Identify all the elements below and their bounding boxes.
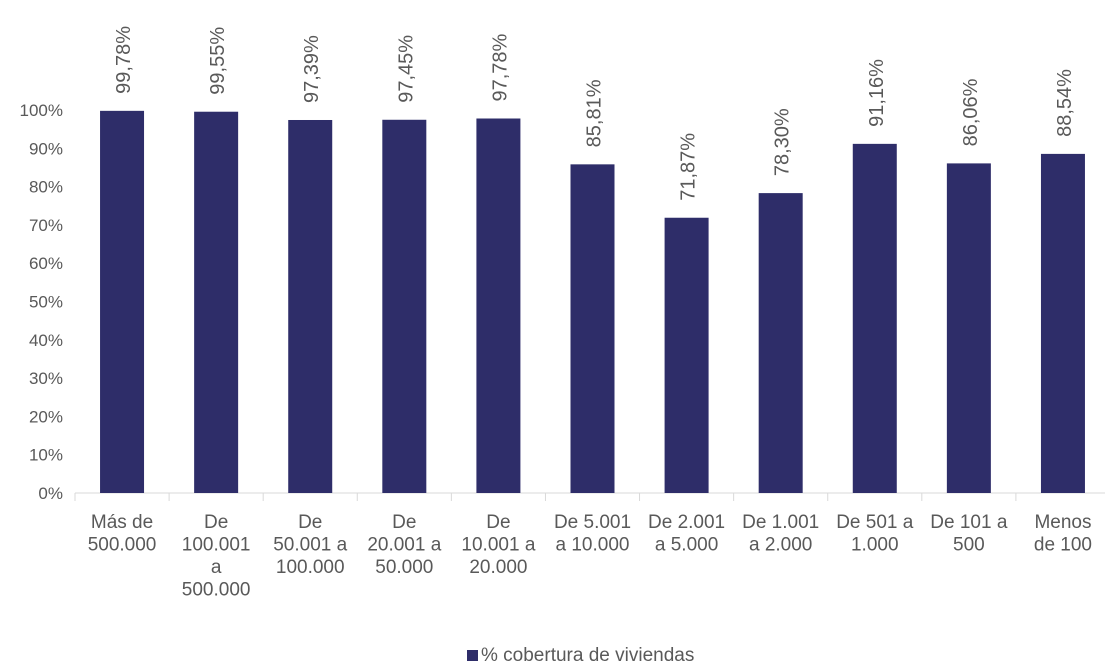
- category-label-line: 20.000: [469, 557, 527, 578]
- category-label: Menos de 100: [1034, 512, 1092, 556]
- category-label-line: a 5.000: [655, 535, 718, 556]
- category-label-line: a 2.000: [749, 535, 812, 556]
- legend-label: % cobertura de viviendas: [481, 645, 694, 666]
- category-label-line: 1.000: [851, 535, 899, 556]
- category-label-line: De 1.001: [742, 512, 819, 533]
- bar: [1040, 153, 1085, 494]
- category-label-line: a 10.000: [556, 535, 630, 556]
- category-label: De 501 a 1.000: [836, 512, 914, 556]
- category-label-line: De 101 a: [930, 512, 1008, 533]
- category-label: De 2.001 a 5.000: [648, 512, 725, 556]
- data-label: 97,45%: [395, 35, 417, 103]
- category-label: De 50.001 a 100.000: [273, 512, 347, 578]
- bar: [382, 119, 427, 493]
- category-label: De 5.001 a 10.000: [554, 512, 631, 556]
- category-label-line: De: [298, 512, 322, 533]
- data-label: 91,16%: [866, 59, 888, 127]
- bar: [100, 110, 145, 494]
- data-label: 97,39%: [301, 35, 323, 103]
- category-label-line: 100.000: [276, 557, 345, 578]
- category-label-line: 500: [953, 535, 985, 556]
- category-label-line: 500.000: [182, 580, 251, 601]
- category-label-line: De: [486, 512, 510, 533]
- legend-swatch: [467, 650, 478, 661]
- category-label: De 1.001 a 2.000: [742, 512, 819, 556]
- y-tick-label: 50%: [29, 293, 63, 312]
- y-tick-label: 0%: [38, 484, 63, 503]
- category-label-line: De 5.001: [554, 512, 631, 533]
- bar: [288, 119, 333, 493]
- bar: [664, 217, 709, 493]
- y-tick-label: 20%: [29, 407, 63, 426]
- category-label-line: De: [392, 512, 416, 533]
- data-label: 85,81%: [584, 79, 606, 147]
- bar: [194, 111, 239, 493]
- category-label-line: De: [204, 512, 228, 533]
- y-tick-label: 70%: [29, 216, 63, 235]
- category-label: De 100.001 a 500.000: [182, 512, 251, 601]
- bar: [946, 163, 991, 493]
- data-label: 88,54%: [1054, 69, 1076, 137]
- category-label-line: 50.000: [375, 557, 433, 578]
- bar: [476, 118, 521, 494]
- category-label: De 101 a 500: [930, 512, 1008, 556]
- category-label-line: Menos: [1034, 512, 1091, 533]
- category-label-line: 50.001 a: [273, 535, 347, 556]
- category-label-line: de 100: [1034, 535, 1092, 556]
- y-tick-label: 30%: [29, 369, 63, 388]
- category-label-line: 100.001: [182, 535, 251, 556]
- category-label-line: 10.001 a: [461, 535, 535, 556]
- category-label-line: a: [211, 557, 222, 578]
- data-label: 86,06%: [960, 78, 982, 146]
- legend: % cobertura de viviendas: [467, 645, 694, 666]
- y-tick-label: 80%: [29, 178, 63, 197]
- bar: [570, 164, 615, 493]
- category-label-line: De 2.001: [648, 512, 725, 533]
- y-tick-label: 90%: [29, 139, 63, 158]
- data-label: 97,78%: [489, 33, 511, 101]
- data-label: 99,55%: [207, 27, 229, 95]
- category-label: Más de 500.000: [88, 512, 157, 556]
- data-label: 99,78%: [113, 26, 135, 94]
- data-label: 71,87%: [678, 133, 700, 201]
- bar: [758, 193, 803, 493]
- category-label-line: De 501 a: [836, 512, 914, 533]
- bar: [852, 143, 897, 494]
- category-label-line: 500.000: [88, 535, 157, 556]
- y-tick-label: 10%: [29, 446, 63, 465]
- data-label: 78,30%: [772, 108, 794, 176]
- y-tick-label: 100%: [20, 101, 63, 120]
- category-label-line: 20.001 a: [367, 535, 441, 556]
- category-label: De 10.001 a 20.000: [461, 512, 535, 578]
- y-tick-label: 40%: [29, 331, 63, 350]
- category-label: De 20.001 a 50.000: [367, 512, 441, 578]
- y-tick-label: 60%: [29, 254, 63, 273]
- category-label-line: Más de: [91, 512, 153, 533]
